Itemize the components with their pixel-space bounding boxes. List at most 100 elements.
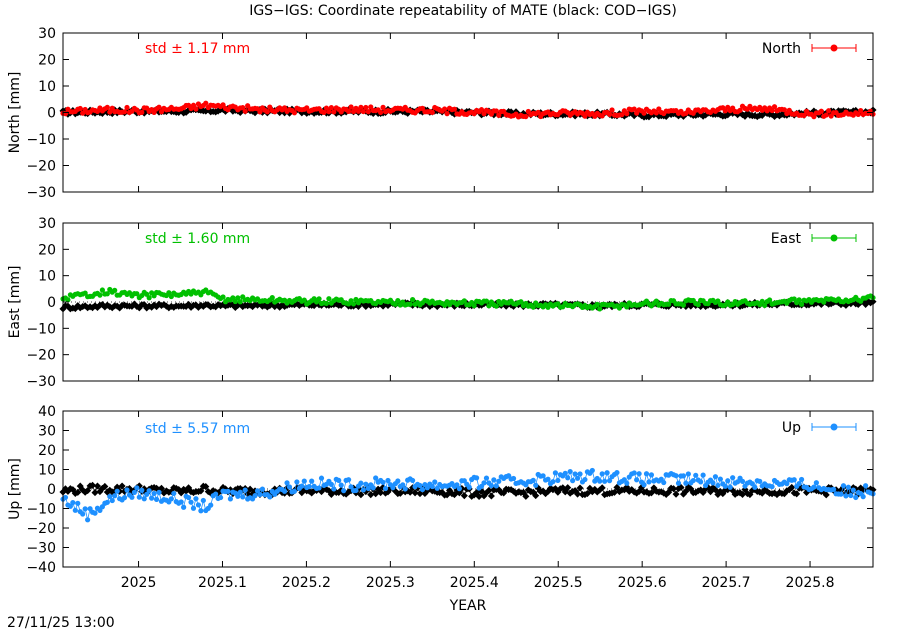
- up-igs-point: [385, 477, 391, 484]
- east-igs-point: [407, 301, 413, 307]
- up-yticks: 40 30 20 10 0 −10 −20 −30 −40: [26, 404, 873, 576]
- up-cod-point: [357, 491, 365, 499]
- up-igs-point: [582, 476, 588, 483]
- up-igs-point: [338, 482, 344, 488]
- east-yticks: 30 20 10 0 −10 −20 −30: [26, 216, 873, 390]
- up-igs-point: [410, 477, 416, 484]
- up-ytick-label: 40: [38, 404, 56, 420]
- up-igs-point: [134, 485, 140, 491]
- up-cod-point: [475, 492, 483, 501]
- up-cod-point: [574, 490, 582, 498]
- up-igs-point: [257, 491, 263, 498]
- up-igs-point: [533, 482, 539, 488]
- up-igs-point: [267, 494, 273, 500]
- x-tick-label: 2025.7: [702, 575, 751, 591]
- up-igs-point: [634, 477, 640, 483]
- up-igs-point: [466, 484, 472, 490]
- up-igs-point: [784, 481, 790, 487]
- north-igs-point: [826, 108, 832, 114]
- up-igs-point: [345, 477, 352, 483]
- north-igs-point: [190, 102, 197, 108]
- up-igs-point: [860, 494, 866, 500]
- up-igs-point: [139, 487, 145, 493]
- north-ytick-label: −30: [26, 185, 56, 201]
- up-igs-point: [853, 494, 859, 501]
- north-igs-point: [609, 107, 615, 113]
- east-igs-point: [235, 295, 241, 301]
- up-ytick-label: 10: [38, 463, 56, 479]
- east-igs-point: [471, 303, 477, 309]
- up-igs-point: [648, 472, 655, 478]
- east-igs-point: [301, 297, 307, 303]
- up-igs-point: [299, 483, 305, 489]
- up-igs-point: [552, 470, 559, 476]
- north-igs-point: [121, 109, 128, 115]
- east-igs-point: [323, 300, 330, 307]
- east-igs-point: [316, 296, 322, 302]
- up-igs-point: [752, 484, 758, 490]
- east-igs-point: [653, 298, 659, 304]
- north-igs-point: [823, 112, 829, 118]
- up-igs-point: [710, 480, 716, 486]
- north-std-label: std ± 1.17 mm: [145, 41, 250, 57]
- up-igs-point: [373, 475, 379, 481]
- up-igs-point: [599, 471, 605, 477]
- up-igs-point: [530, 477, 536, 483]
- up-igs-point: [360, 487, 366, 493]
- up-igs-point: [565, 475, 571, 481]
- north-igs-point: [493, 108, 499, 114]
- up-igs-point: [72, 507, 78, 513]
- east-std-label: std ± 1.60 mm: [145, 231, 250, 247]
- up-igs-point: [242, 487, 248, 493]
- north-igs-point: [496, 112, 502, 118]
- up-igs-point: [316, 485, 322, 491]
- north-igs-point: [104, 104, 110, 110]
- up-igs-point: [193, 496, 199, 502]
- up-igs-point: [112, 493, 118, 499]
- x-axis-label: YEAR: [449, 598, 487, 614]
- up-ytick-label: 30: [38, 424, 56, 440]
- up-igs-point: [141, 496, 147, 502]
- up-igs-point: [540, 473, 546, 479]
- up-igs-point: [190, 505, 197, 511]
- up-igs-point: [213, 491, 219, 497]
- up-igs-point: [291, 488, 298, 494]
- east-igs-point: [518, 299, 524, 305]
- up-igs-point: [624, 480, 630, 486]
- east-igs-point: [624, 304, 630, 310]
- up-igs-point: [400, 482, 406, 488]
- up-igs-point: [483, 475, 490, 481]
- up-igs-point: [188, 499, 194, 505]
- north-ytick-label: 0: [47, 106, 56, 122]
- up-igs-point: [107, 493, 113, 500]
- north-igs-point: [240, 105, 246, 111]
- up-igs-point: [602, 478, 608, 484]
- north-igs-point: [624, 111, 630, 117]
- up-igs-point: [85, 517, 91, 523]
- east-ytick-label: −10: [26, 321, 56, 337]
- east-igs-point: [530, 304, 536, 310]
- up-ytick-label: 20: [38, 443, 56, 459]
- up-igs-point: [146, 488, 152, 494]
- up-cod-point: [532, 492, 540, 500]
- up-igs-point: [550, 479, 556, 485]
- north-igs-point: [156, 104, 162, 110]
- up-igs-point: [328, 481, 334, 487]
- north-igs-point: [360, 108, 366, 115]
- north-igs-point: [582, 113, 588, 119]
- up-igs-point: [631, 470, 637, 476]
- x-tick-label: 2025.3: [366, 575, 415, 591]
- north-igs-point: [737, 107, 743, 113]
- up-igs-point: [757, 478, 763, 484]
- up-igs-point: [358, 480, 364, 486]
- north-axis-label: North [mm]: [7, 72, 23, 154]
- up-cod-point: [670, 485, 678, 493]
- up-cod-point: [91, 489, 99, 497]
- north-igs-point: [139, 109, 145, 115]
- up-igs-point: [306, 484, 312, 490]
- up-igs-point: [109, 497, 115, 504]
- north-igs-point: [365, 109, 371, 115]
- north-igs-point: [345, 108, 352, 115]
- north-igs-point: [107, 109, 113, 115]
- up-igs-point: [382, 485, 389, 492]
